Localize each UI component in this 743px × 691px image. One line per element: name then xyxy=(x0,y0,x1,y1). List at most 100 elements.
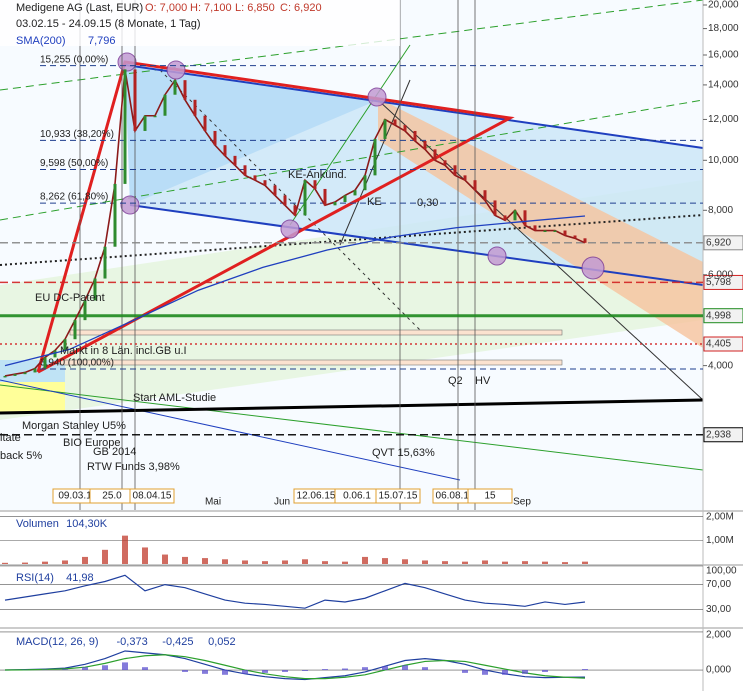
sma-line xyxy=(4,215,586,367)
annotation: back 5% xyxy=(0,450,42,462)
bar xyxy=(422,560,428,564)
bar xyxy=(142,547,148,564)
bar xyxy=(122,535,128,564)
channel-line xyxy=(129,204,704,286)
bar xyxy=(362,556,368,564)
candle xyxy=(513,210,517,221)
date-flag-label: 09.03.1 xyxy=(58,491,92,502)
candle xyxy=(113,183,117,247)
annotation: Q2 xyxy=(448,375,463,387)
indicator-line xyxy=(4,650,586,681)
trend-line xyxy=(0,384,704,471)
x-tick-label: Mai xyxy=(205,497,221,508)
candle xyxy=(303,180,307,216)
annotation: 0,30 xyxy=(417,197,438,209)
legend-sma-value: 7,796 xyxy=(88,35,116,47)
marker xyxy=(367,87,387,107)
y-tick-label: 1,00M xyxy=(706,535,734,546)
bar xyxy=(442,561,448,564)
bar xyxy=(82,667,88,671)
bar xyxy=(262,561,268,564)
bar xyxy=(22,562,28,564)
annotation: QVT 15,63% xyxy=(372,447,435,459)
bar xyxy=(342,561,348,564)
triangle-zone xyxy=(125,65,510,205)
subtitle: 03.02.15 - 24.09.15 (8 Monate, 1 Tag) xyxy=(16,18,200,30)
candle xyxy=(503,215,507,221)
panel-title: MACD(12, 26, 9) xyxy=(16,636,99,648)
panel-value: 41,98 xyxy=(66,572,94,584)
ohlc: L: 6,850 xyxy=(235,2,275,14)
level-label: 5,798 xyxy=(706,277,731,288)
candle xyxy=(183,80,187,100)
candle xyxy=(133,69,137,131)
annotation: Start AML-Studie xyxy=(133,392,216,404)
bar xyxy=(542,670,548,672)
marker xyxy=(487,246,507,266)
date-flag-label: 12.06.15 xyxy=(297,491,336,502)
annotation: HV xyxy=(475,375,491,387)
level-box xyxy=(703,427,743,443)
bar xyxy=(482,670,488,675)
panel-value: -0,373 xyxy=(117,636,148,648)
marker xyxy=(581,256,605,280)
bar xyxy=(242,560,248,564)
box xyxy=(59,359,563,366)
box xyxy=(69,329,563,336)
level-box xyxy=(703,308,743,324)
bar xyxy=(502,561,508,564)
y-tick-label: 18,000 xyxy=(708,23,739,34)
bar xyxy=(322,669,328,671)
level-label: 4,998 xyxy=(706,310,731,321)
ohlc: O: 7,000 xyxy=(145,2,187,14)
bar xyxy=(362,667,368,671)
candle xyxy=(13,374,17,376)
candle xyxy=(73,320,77,340)
candle xyxy=(353,190,357,196)
candle xyxy=(63,339,67,351)
candle xyxy=(383,119,387,139)
bar xyxy=(542,561,548,564)
bar xyxy=(322,561,328,564)
fib-label: 8,262 (61,80%) xyxy=(40,192,108,203)
bar xyxy=(82,556,88,564)
date-flag xyxy=(129,488,175,504)
bar xyxy=(102,549,108,564)
header-bg xyxy=(0,0,400,46)
y-tick-label: 2,000 xyxy=(706,630,731,641)
date-flag-label: 25.0 xyxy=(102,491,122,502)
candle xyxy=(453,165,457,176)
level-label: 6,920 xyxy=(706,237,731,248)
candle xyxy=(543,230,547,233)
candle xyxy=(573,235,577,239)
candle xyxy=(523,210,527,226)
candle xyxy=(3,375,7,378)
candle xyxy=(273,185,277,196)
bar xyxy=(102,665,108,671)
candle xyxy=(263,180,267,186)
panel-value: 0,052 xyxy=(208,636,236,648)
x-tick-label: Sep xyxy=(513,497,531,508)
bar xyxy=(382,558,388,564)
candle xyxy=(243,165,247,176)
candle xyxy=(343,195,347,203)
bar xyxy=(562,562,568,564)
bar xyxy=(402,559,408,564)
series-name: Medigene AG (Last, EUR) xyxy=(16,2,143,14)
date-flag xyxy=(467,488,513,504)
candle xyxy=(583,238,587,243)
annotation: RTW Funds 3,98% xyxy=(87,461,180,473)
bar xyxy=(482,560,488,564)
date-flag-label: 06.08.15 xyxy=(436,491,475,502)
bar xyxy=(182,670,188,672)
ohlc: H: 7,100 xyxy=(190,2,232,14)
candle xyxy=(333,202,337,206)
candle xyxy=(323,188,327,206)
marker xyxy=(120,195,140,215)
candle xyxy=(23,372,27,375)
support-line xyxy=(0,398,704,415)
bar xyxy=(422,667,428,671)
candle xyxy=(283,195,287,206)
candle xyxy=(193,99,197,116)
